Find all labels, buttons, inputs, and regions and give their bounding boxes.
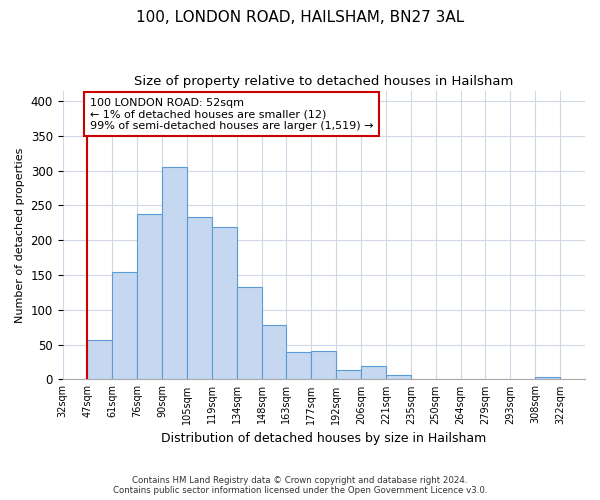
Bar [112,272,137,380]
Bar [386,374,411,380]
Bar [236,287,262,380]
Bar [88,340,112,380]
Bar [286,352,311,380]
Bar [137,214,162,380]
Bar [336,370,361,380]
Text: Contains HM Land Registry data © Crown copyright and database right 2024.
Contai: Contains HM Land Registry data © Crown c… [113,476,487,495]
Title: Size of property relative to detached houses in Hailsham: Size of property relative to detached ho… [134,75,514,88]
Bar [187,217,212,380]
Bar [535,378,560,380]
X-axis label: Distribution of detached houses by size in Hailsham: Distribution of detached houses by size … [161,432,487,445]
Bar [162,167,187,380]
Bar [361,366,386,380]
Text: 100, LONDON ROAD, HAILSHAM, BN27 3AL: 100, LONDON ROAD, HAILSHAM, BN27 3AL [136,10,464,25]
Bar [212,227,236,380]
Bar [311,351,336,380]
Text: 100 LONDON ROAD: 52sqm
← 1% of detached houses are smaller (12)
99% of semi-deta: 100 LONDON ROAD: 52sqm ← 1% of detached … [90,98,373,130]
Bar [262,325,286,380]
Y-axis label: Number of detached properties: Number of detached properties [15,148,25,322]
